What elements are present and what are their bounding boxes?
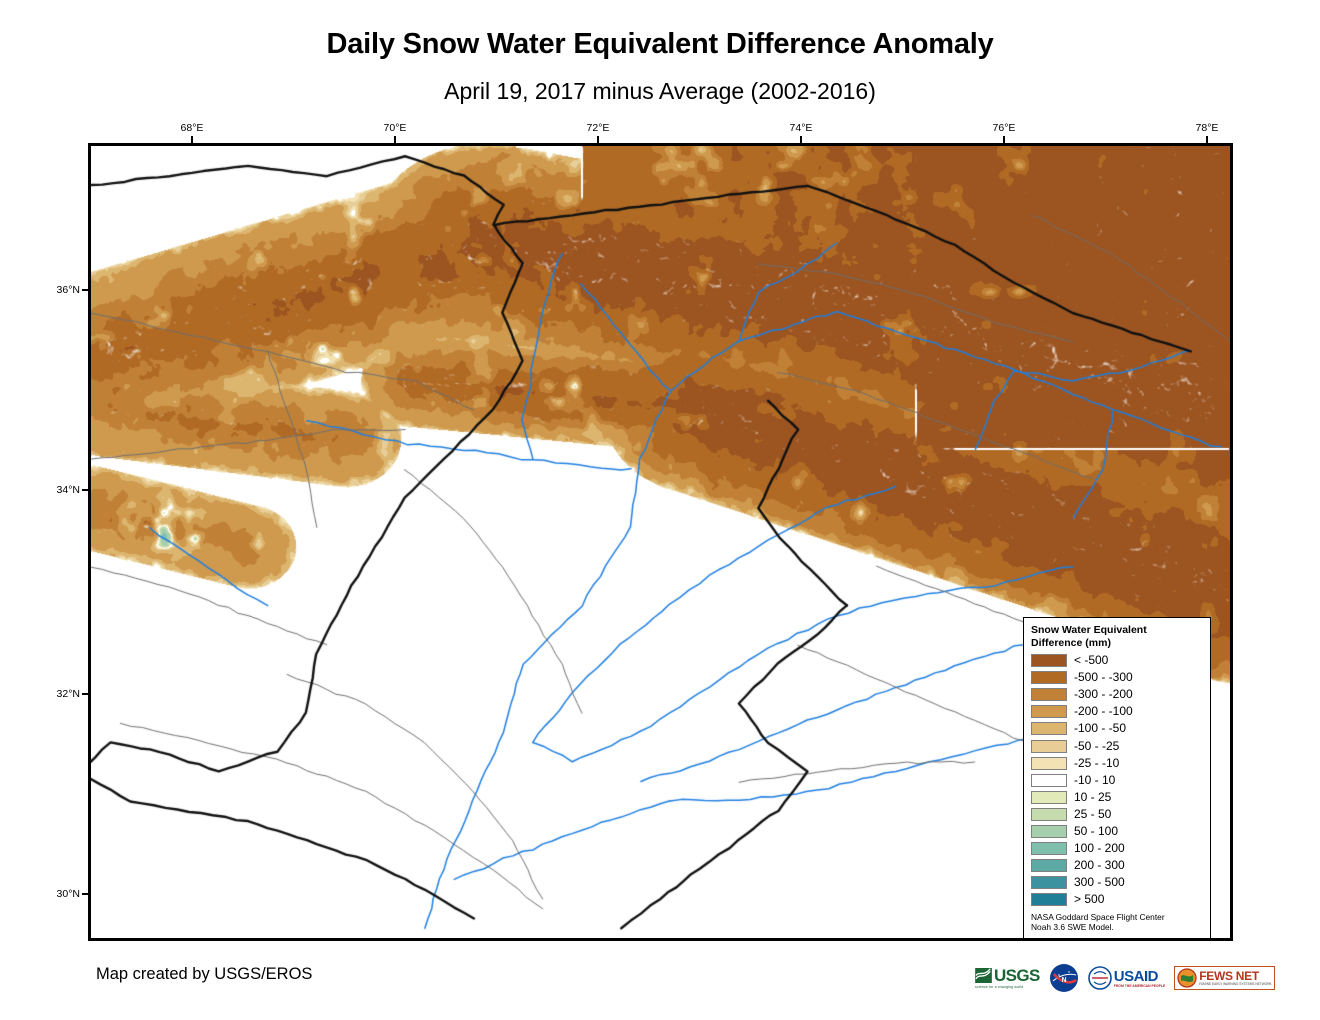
map-frame[interactable] <box>88 143 1233 941</box>
lat-tick-mark <box>82 489 91 491</box>
legend-swatch <box>1031 824 1067 838</box>
lon-tick-label: 68°E <box>180 122 204 134</box>
legend-swatch <box>1031 671 1067 685</box>
fews-net-tagline: FAMINE EARLY WARNING SYSTEMS NETWORK <box>1199 982 1272 986</box>
legend-label: -200 - -100 <box>1074 704 1133 719</box>
legend-swatch <box>1031 876 1067 890</box>
legend-entry: 100 - 200 <box>1031 840 1203 857</box>
legend-swatch <box>1031 756 1067 770</box>
lon-tick-mark <box>191 136 193 145</box>
lat-tick-mark <box>82 893 91 895</box>
nasa-meatball-icon: N <box>1049 964 1078 992</box>
legend-label: -10 - 10 <box>1074 772 1116 787</box>
usaid-logo: USAID FROM THE AMERICAN PEOPLE <box>1087 962 1166 994</box>
lon-tick-label: 76°E <box>992 122 1016 134</box>
legend-label: -50 - -25 <box>1074 738 1120 753</box>
legend-label: 25 - 50 <box>1074 806 1112 821</box>
page-subtitle: April 19, 2017 minus Average (2002-2016) <box>444 78 876 104</box>
legend-label: > 500 <box>1074 892 1105 907</box>
lat-tick-label: 32°N <box>56 688 80 700</box>
usgs-wave-icon <box>975 968 992 983</box>
fews-net-wordmark: FEWS NET <box>1199 969 1259 983</box>
usgs-logo: USGS science for a changing world <box>975 962 1040 994</box>
lat-tick-mark <box>82 693 91 695</box>
fews-net-logo: FEWS NET FAMINE EARLY WARNING SYSTEMS NE… <box>1174 962 1275 994</box>
legend-entry: -50 - -25 <box>1031 737 1203 754</box>
legend-panel: Snow Water Equivalent Difference (mm) < … <box>1023 617 1211 939</box>
legend-entry: 10 - 25 <box>1031 789 1203 806</box>
legend-swatch <box>1031 859 1067 873</box>
fews-globe-icon <box>1177 968 1197 988</box>
lat-tick-mark <box>82 289 91 291</box>
lon-tick-mark <box>1003 136 1005 145</box>
legend-label: 300 - 500 <box>1074 875 1125 890</box>
legend-entry: -200 - -100 <box>1031 703 1203 720</box>
lon-tick-label: 70°E <box>383 122 407 134</box>
lon-tick-label: 72°E <box>586 122 610 134</box>
legend-swatch <box>1031 807 1067 821</box>
legend-label: 100 - 200 <box>1074 841 1125 856</box>
lat-tick-label: 36°N <box>56 284 80 296</box>
usgs-tagline: science for a changing world <box>975 985 1024 989</box>
legend-swatch <box>1031 705 1067 719</box>
svg-text:N: N <box>1061 977 1066 984</box>
legend-entries: < -500 -500 - -300 -300 - -200 -200 - -100 -… <box>1031 652 1203 908</box>
legend-label: 200 - 300 <box>1074 858 1125 873</box>
lon-tick-mark <box>800 136 802 145</box>
usaid-seal-icon <box>1087 966 1112 990</box>
legend-swatch <box>1031 773 1067 787</box>
lon-tick-mark <box>597 136 599 145</box>
lon-tick-mark <box>394 136 396 145</box>
logo-strip: USGS science for a changing world N USAI… <box>975 960 1275 996</box>
lat-tick-label: 34°N <box>56 484 80 496</box>
legend-entry: -25 - -10 <box>1031 755 1203 772</box>
legend-title: Snow Water Equivalent Difference (mm) <box>1031 624 1203 649</box>
lon-tick-label: 78°E <box>1195 122 1219 134</box>
legend-label: 10 - 25 <box>1074 789 1112 804</box>
legend-entry: 50 - 100 <box>1031 823 1203 840</box>
lat-tick-label: 30°N <box>56 888 80 900</box>
legend-swatch <box>1031 842 1067 856</box>
legend-entry: -100 - -50 <box>1031 720 1203 737</box>
legend-source-note: NASA Goddard Space Flight Center Noah 3.… <box>1031 912 1165 933</box>
legend-entry: < -500 <box>1031 652 1203 669</box>
page-title: Daily Snow Water Equivalent Difference A… <box>326 28 994 60</box>
legend-swatch <box>1031 893 1067 907</box>
legend-entry: -10 - 10 <box>1031 772 1203 789</box>
legend-entry: 200 - 300 <box>1031 857 1203 874</box>
legend-swatch <box>1031 654 1067 668</box>
legend-swatch <box>1031 688 1067 702</box>
lon-tick-label: 74°E <box>789 122 813 134</box>
legend-label: -500 - -300 <box>1074 670 1133 685</box>
nasa-logo: N <box>1049 962 1079 994</box>
legend-entry: 25 - 50 <box>1031 806 1203 823</box>
legend-entry: -500 - -300 <box>1031 669 1203 686</box>
legend-label: -25 - -10 <box>1074 755 1120 770</box>
legend-swatch <box>1031 739 1067 753</box>
legend-title-line1: Snow Water Equivalent <box>1031 624 1147 636</box>
usaid-wordmark: USAID <box>1113 967 1159 985</box>
usgs-wordmark: USGS <box>994 966 1040 985</box>
legend-label: -100 - -50 <box>1074 721 1127 736</box>
lon-tick-mark <box>1206 136 1208 145</box>
legend-swatch <box>1031 790 1067 804</box>
usaid-tagline: FROM THE AMERICAN PEOPLE <box>1113 983 1166 988</box>
legend-swatch <box>1031 722 1067 736</box>
legend-label: 50 - 100 <box>1074 823 1119 838</box>
legend-entry: > 500 <box>1031 891 1203 908</box>
legend-entry: -300 - -200 <box>1031 686 1203 703</box>
legend-label: -300 - -200 <box>1074 687 1133 702</box>
legend-title-line2: Difference (mm) <box>1031 636 1111 649</box>
legend-label: < -500 <box>1074 653 1109 668</box>
map-credit: Map created by USGS/EROS <box>96 965 313 983</box>
legend-entry: 300 - 500 <box>1031 874 1203 891</box>
